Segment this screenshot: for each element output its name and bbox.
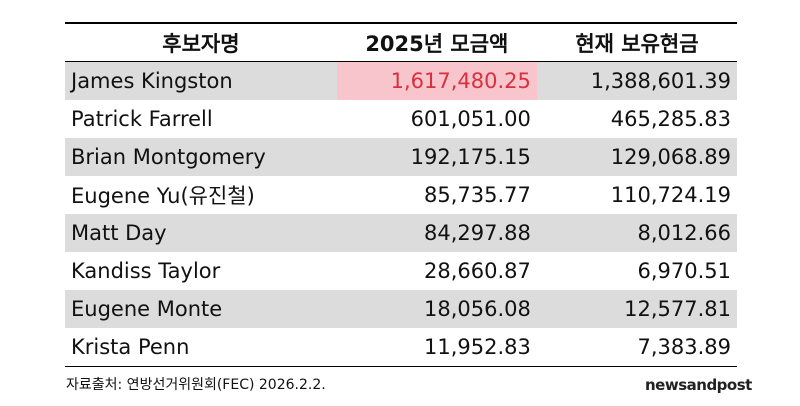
name-cell: Eugene Yu(유진철) (71, 184, 255, 208)
table-row: Brian Montgomery 192,175.15 129,068.89 (65, 138, 737, 176)
table-row: Eugene Monte 18,056.08 12,577.81 (65, 290, 737, 328)
table-body: James Kingston 1,617,480.25 1,388,601.39 Pa… (65, 61, 737, 367)
amount-cell: 110,724.19 (610, 183, 731, 207)
amount-cell: 1,388,601.39 (590, 69, 731, 93)
amount-cell: 129,068.89 (610, 145, 731, 169)
amount-cell: 601,051.00 (410, 107, 531, 131)
amount-cell: 8,012.66 (637, 221, 731, 245)
table-row: Eugene Yu(유진철) 85,735.77 110,724.19 (65, 176, 737, 214)
name-cell: Matt Day (71, 221, 167, 245)
name-cell: James Kingston (71, 69, 233, 93)
name-cell: Krista Penn (65, 328, 337, 367)
name-cell: Brian Montgomery (71, 145, 266, 169)
logo: newsandpost (645, 376, 752, 394)
amount-cell: 192,175.15 (410, 145, 531, 169)
amount-cell: 12,577.81 (624, 297, 731, 321)
table-row: Kandiss Taylor 28,660.87 6,970.51 (65, 252, 737, 290)
source-note: 자료출처: 연방선거위원회(FEC) 2026.2.2. (66, 377, 326, 393)
name-cell: Kandiss Taylor (71, 259, 221, 283)
table-row: James Kingston 1,617,480.25 1,388,601.39 (65, 61, 737, 100)
amount-cell: 85,735.77 (424, 183, 531, 207)
amount-cell: 1,617,480.25 (336, 61, 537, 100)
amount-cell: 18,056.08 (424, 297, 531, 321)
table-row: Patrick Farrell 601,051.00 465,285.83 (65, 100, 737, 138)
amount-cell: 465,285.83 (610, 107, 731, 131)
header-cell: 2025년 모금액 (336, 22, 537, 62)
header-cell: 현재 보유현금 (536, 22, 737, 62)
amount-cell: 28,660.87 (424, 259, 531, 283)
amount-cell: 11,952.83 (336, 328, 537, 367)
header-row: 후보자명 2025년 모금액 현재 보유현금 (65, 22, 737, 62)
name-cell: Patrick Farrell (71, 107, 213, 131)
amount-cell: 84,297.88 (424, 221, 531, 245)
name-cell: Eugene Monte (71, 297, 223, 321)
amount-cell: 7,383.89 (536, 328, 737, 367)
header-cell: 후보자명 (65, 22, 337, 62)
amount-cell: 6,970.51 (637, 259, 731, 283)
table-row: Krista Penn 11,952.83 7,383.89 (65, 328, 737, 367)
table: 후보자명 2025년 모금액 현재 보유현금 James Kingston 1,617… (65, 22, 737, 367)
table-row: Matt Day 84,297.88 8,012.66 (65, 214, 737, 252)
